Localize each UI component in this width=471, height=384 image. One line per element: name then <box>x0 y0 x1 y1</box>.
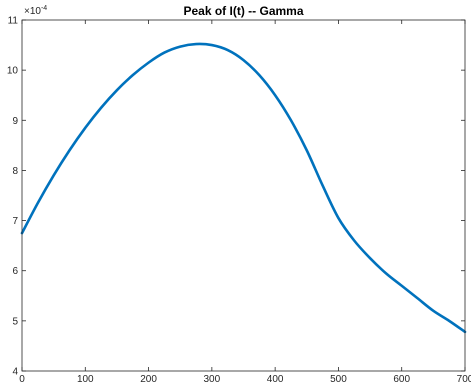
x-tick-label: 500 <box>330 374 347 384</box>
series-group <box>20 42 467 334</box>
y-multiplier-label: ×10-4 <box>24 5 47 17</box>
y-tick-label: 11 <box>8 16 19 27</box>
chart-title: Peak of I(t) -- Gamma <box>183 4 303 18</box>
y-multiplier-base: ×10 <box>24 6 41 17</box>
axes-box <box>21 19 466 372</box>
y-tick-label: 9 <box>12 116 18 127</box>
x-tick-label: 400 <box>267 374 284 384</box>
tick-labels: 0 100 200 300 400 500 600 700 4 5 6 7 8 9 10 11 <box>7 16 471 384</box>
x-tick-label: 200 <box>140 374 157 384</box>
y-multiplier-exponent: -4 <box>41 5 47 12</box>
y-tick-label: 8 <box>12 166 18 177</box>
x-tick-label: 700 <box>457 374 471 384</box>
y-tick-label: 4 <box>12 367 18 378</box>
series-line <box>20 42 467 334</box>
plot-background <box>22 20 465 371</box>
x-tick-label: 600 <box>393 374 410 384</box>
x-tick-label: 300 <box>204 374 221 384</box>
y-tick-label: 5 <box>12 316 18 327</box>
y-tick-label: 10 <box>7 66 19 77</box>
y-tick-label: 7 <box>12 216 18 227</box>
x-tick-label: 100 <box>77 374 94 384</box>
y-tick-label: 6 <box>12 266 18 277</box>
x-tick-label: 0 <box>19 374 25 384</box>
